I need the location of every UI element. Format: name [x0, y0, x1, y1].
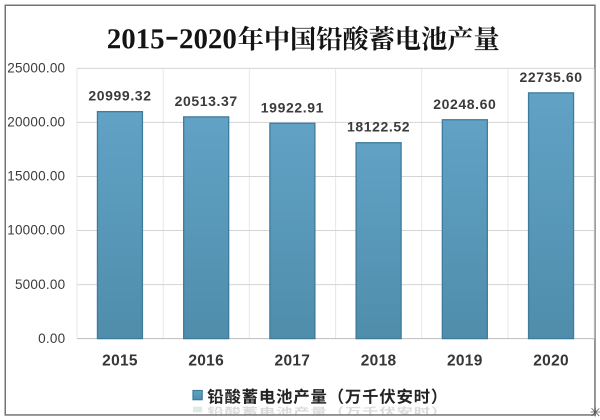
svg-text:20513.37: 20513.37: [175, 93, 238, 109]
svg-text:20999.32: 20999.32: [88, 88, 151, 104]
svg-text:19922.91: 19922.91: [261, 99, 324, 115]
svg-text:2017: 2017: [275, 353, 311, 370]
svg-text:2015: 2015: [102, 353, 138, 370]
svg-text:2019: 2019: [447, 353, 483, 370]
svg-text:25000.00: 25000.00: [7, 61, 65, 76]
svg-text:15000.00: 15000.00: [7, 169, 65, 184]
svg-text:22735.60: 22735.60: [519, 69, 582, 85]
svg-text:18122.52: 18122.52: [347, 119, 410, 135]
svg-text:20000.00: 20000.00: [7, 115, 65, 130]
svg-text:2020: 2020: [533, 353, 569, 370]
svg-text:5000.00: 5000.00: [15, 277, 65, 292]
svg-text:20248.60: 20248.60: [433, 96, 496, 112]
svg-text:2016: 2016: [188, 353, 224, 370]
svg-text:10000.00: 10000.00: [7, 223, 65, 238]
svg-text:0.00: 0.00: [38, 331, 65, 346]
svg-text:2018: 2018: [361, 353, 397, 370]
